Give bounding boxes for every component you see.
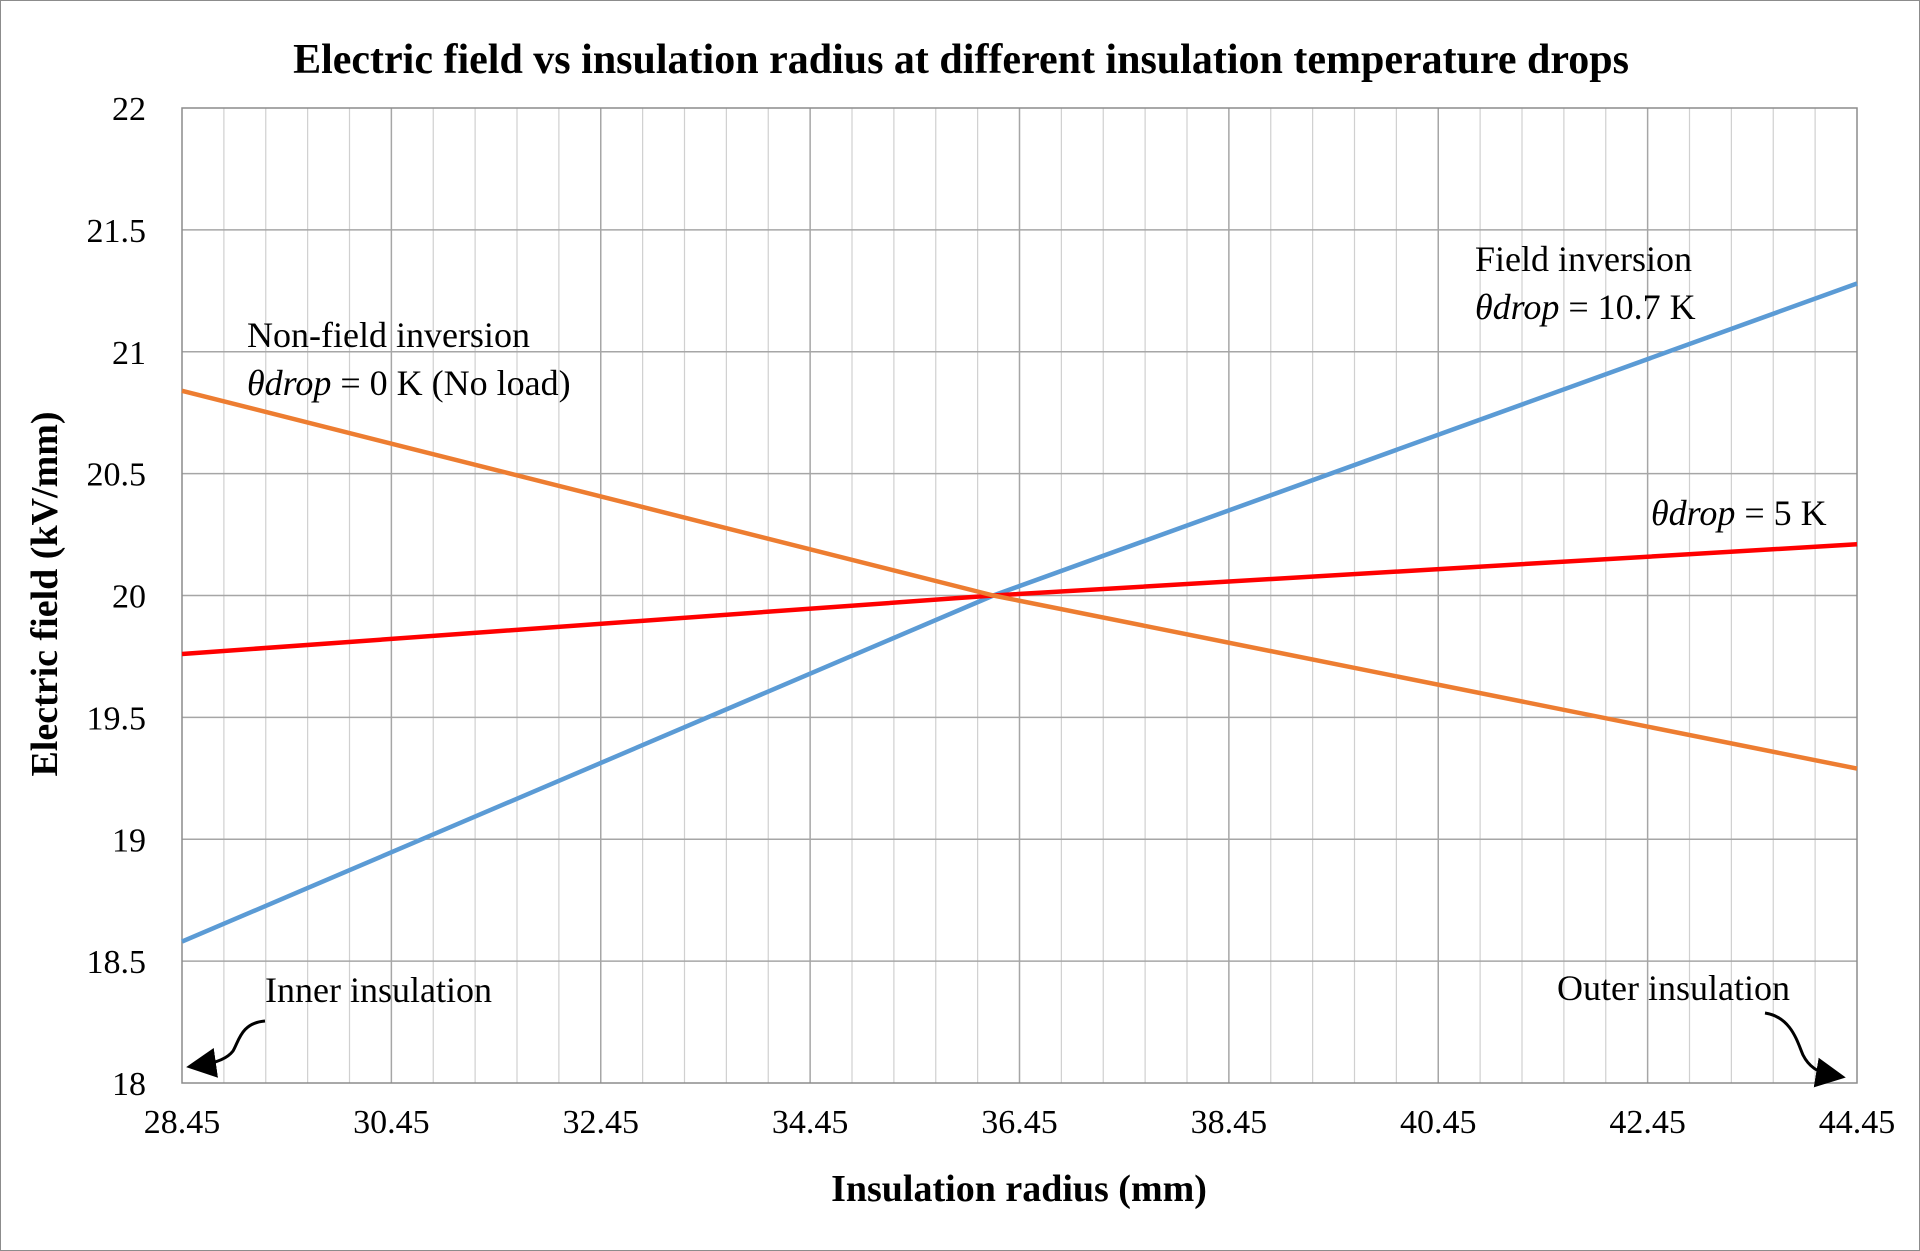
theta-drop-value: = 5 K: [1735, 493, 1826, 533]
y-tick-label: 18: [112, 1066, 146, 1103]
series-lines: [181, 281, 1858, 944]
y-tick-label: 18.5: [87, 944, 147, 981]
annotation-inner-insulation: Inner insulation: [265, 970, 492, 1010]
annotation-field-inversion-label: Field inversion: [1475, 239, 1692, 279]
x-tick-label: 34.45: [772, 1104, 849, 1141]
x-tick-label: 38.45: [1191, 1104, 1268, 1141]
y-tick-labels: 18 18.5 19 19.5 20 20.5 21 21.5 22: [87, 91, 147, 1103]
series-line-3: [181, 388, 1858, 771]
x-tick-labels: 28.45 30.45 32.45 34.45 36.45 38.45 40.45 42.45…: [144, 1104, 1896, 1141]
theta-drop-value: = 10.7 K: [1559, 287, 1695, 327]
x-tick-label: 44.45: [1819, 1104, 1896, 1141]
x-tick-label: 28.45: [144, 1104, 221, 1141]
x-axis-title: Insulation radius (mm): [831, 1168, 1207, 1210]
inner-arrow-icon: [186, 1019, 266, 1078]
y-tick-label: 20: [112, 579, 146, 616]
x-tick-label: 30.45: [353, 1104, 430, 1141]
annotation-non-field-inversion-label: Non-field inversion: [247, 315, 530, 355]
x-tick-label: 36.45: [981, 1104, 1058, 1141]
y-tick-label: 19.5: [87, 700, 147, 737]
annotation-non-field-inversion-theta: θdrop = 0 K (No load): [247, 363, 571, 403]
y-tick-label: 21: [112, 335, 146, 372]
theta-drop-symbol: θdrop: [247, 363, 331, 403]
plot-area: [181, 107, 1858, 1084]
theta-drop-symbol: θdrop: [1651, 493, 1735, 533]
outer-arrow-icon: [1764, 1011, 1846, 1088]
annotation-outer-insulation: Outer insulation: [1557, 968, 1790, 1008]
annotation-field-inversion-theta: θdrop = 10.7 K: [1475, 287, 1696, 327]
x-tick-label: 32.45: [563, 1104, 640, 1141]
major-gridlines: [182, 108, 1857, 1083]
y-axis-title: Electric field (kV/mm): [24, 411, 66, 776]
chart-title: Electric field vs insulation radius at d…: [293, 37, 1629, 83]
theta-drop-value: = 0 K (No load): [331, 363, 570, 403]
x-tick-label: 40.45: [1400, 1104, 1477, 1141]
x-tick-label: 42.45: [1609, 1104, 1686, 1141]
y-tick-label: 22: [112, 91, 146, 128]
annotation-5k: θdrop = 5 K: [1651, 493, 1827, 533]
y-tick-label: 21.5: [87, 213, 147, 250]
y-tick-label: 19: [112, 822, 146, 859]
y-tick-label: 20.5: [87, 457, 147, 494]
theta-drop-symbol: θdrop: [1475, 287, 1559, 327]
